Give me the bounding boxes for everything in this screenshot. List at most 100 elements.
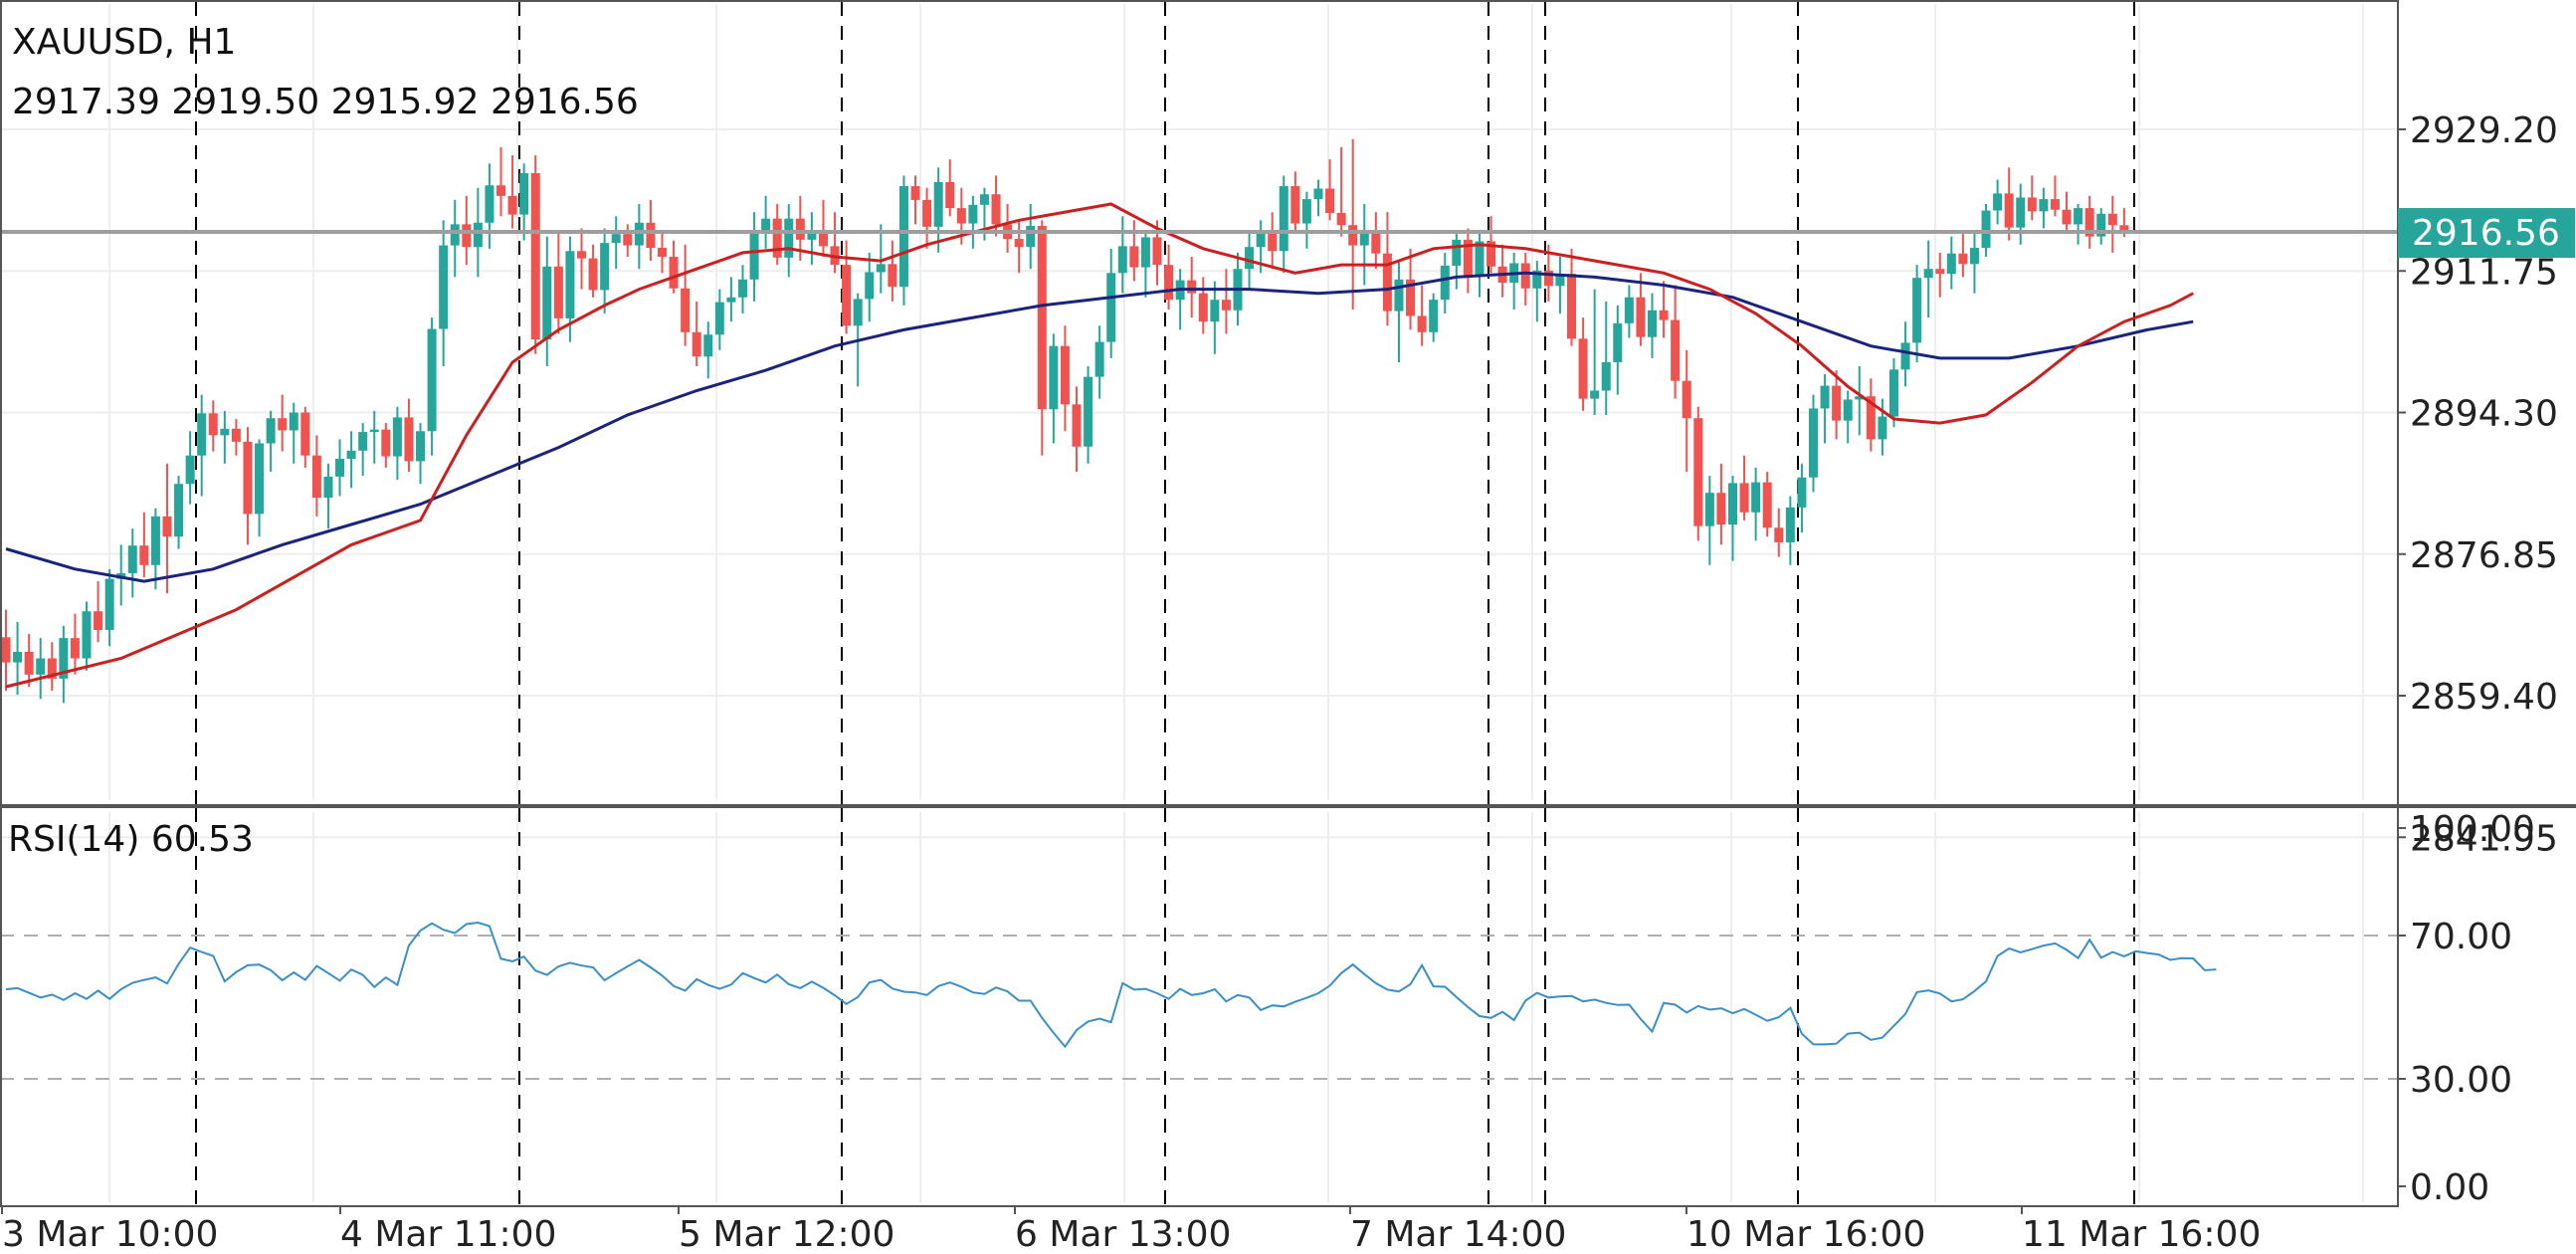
candle [1855,366,1865,436]
candle-body [369,429,379,433]
grid-layer [0,4,2398,1202]
rsi-axis: 100.00 70.00 30.00 0.00 [2398,809,2535,1208]
candle-body [692,331,701,357]
candle-body [439,245,449,329]
candle-body [1325,188,1335,213]
candle [1164,244,1174,310]
candle [36,638,46,700]
candle [714,289,724,350]
candle [70,613,80,675]
candle-body [1981,210,1991,249]
candle-body [289,412,298,431]
candle [208,400,218,452]
candle-body [462,224,472,248]
candle [416,423,426,485]
candle-body [2050,199,2060,210]
candle-body [842,265,852,326]
candle-body [876,264,886,273]
candle-body [392,417,402,457]
current-price-tag: 2916.56 [2398,208,2575,259]
candle [1359,203,1369,286]
candle-body [979,194,989,205]
candle-body [1094,341,1104,377]
candle [1026,203,1036,270]
candle [1060,325,1070,432]
candle-body [634,222,644,246]
candle [197,394,207,497]
candle [127,528,137,598]
candle-body [1935,269,1945,275]
candle-body [1636,297,1646,337]
candle-body [1888,369,1898,417]
candle-body [865,272,875,300]
candle-body [588,258,598,291]
candle-body [772,218,782,258]
candle [2074,203,2083,245]
candle-body [139,545,149,565]
candle-body [853,299,863,326]
candle [1993,179,2003,225]
candle-body [1417,315,1427,332]
candle [898,175,908,306]
candle [1313,179,1323,217]
candle [1969,232,1979,294]
candle [1084,366,1093,464]
candle [1832,370,1842,440]
price-tick-label: 2859.40 [2410,677,2558,718]
candle-body [346,450,356,459]
candle-body [1026,226,1036,248]
candle-body [553,266,563,318]
candle [1440,252,1450,314]
candle [94,581,103,643]
candle-body [1382,253,1392,312]
candle [1452,232,1462,290]
candle-body [1014,239,1024,248]
candle [1774,508,1784,557]
candle-body [36,658,46,675]
candle [681,244,691,346]
candle-body [1912,278,1922,343]
candle [1325,159,1335,221]
candle [2107,195,2117,253]
candle-body [1866,396,1876,440]
candle-body [1301,199,1311,224]
candle-body [910,186,920,200]
candle-body [1693,418,1703,526]
rsi-tick-label: 0.00 [2410,1167,2489,1208]
candle [842,240,852,334]
candle-body [519,173,529,215]
candle [381,423,391,468]
candle [243,427,253,545]
rsi-tick-label: 30.00 [2410,1060,2512,1101]
candle [772,203,782,266]
candle [1659,281,1669,338]
candle [231,419,241,456]
candle-body [197,413,207,456]
candle [530,155,540,354]
candle-body [1117,246,1127,274]
candle-body [358,432,368,451]
time-tick-label: 3 Mar 10:00 [2,1214,218,1254]
rsi-line [5,921,2217,1049]
candle-body [669,256,679,289]
candle-body [13,651,23,663]
candle-body [2039,199,2049,212]
candle-body [1313,188,1323,200]
time-axis: 3 Mar 10:00 4 Mar 11:00 5 Mar 12:00 6 Mar 1… [1,1206,2261,1254]
candle [2016,183,2026,245]
candle [2050,175,2060,217]
candle-body [1832,385,1842,421]
current-price-tag-bg [2398,208,2575,259]
candle-body [70,638,80,659]
candle-body [1601,361,1611,391]
candle [1912,265,1922,362]
candle-body [323,476,333,499]
candle-body [2027,197,2037,212]
candle-body [657,248,667,257]
candle [369,410,379,464]
candle-body [703,334,713,357]
candle [1014,220,1024,274]
candle [1406,248,1416,330]
